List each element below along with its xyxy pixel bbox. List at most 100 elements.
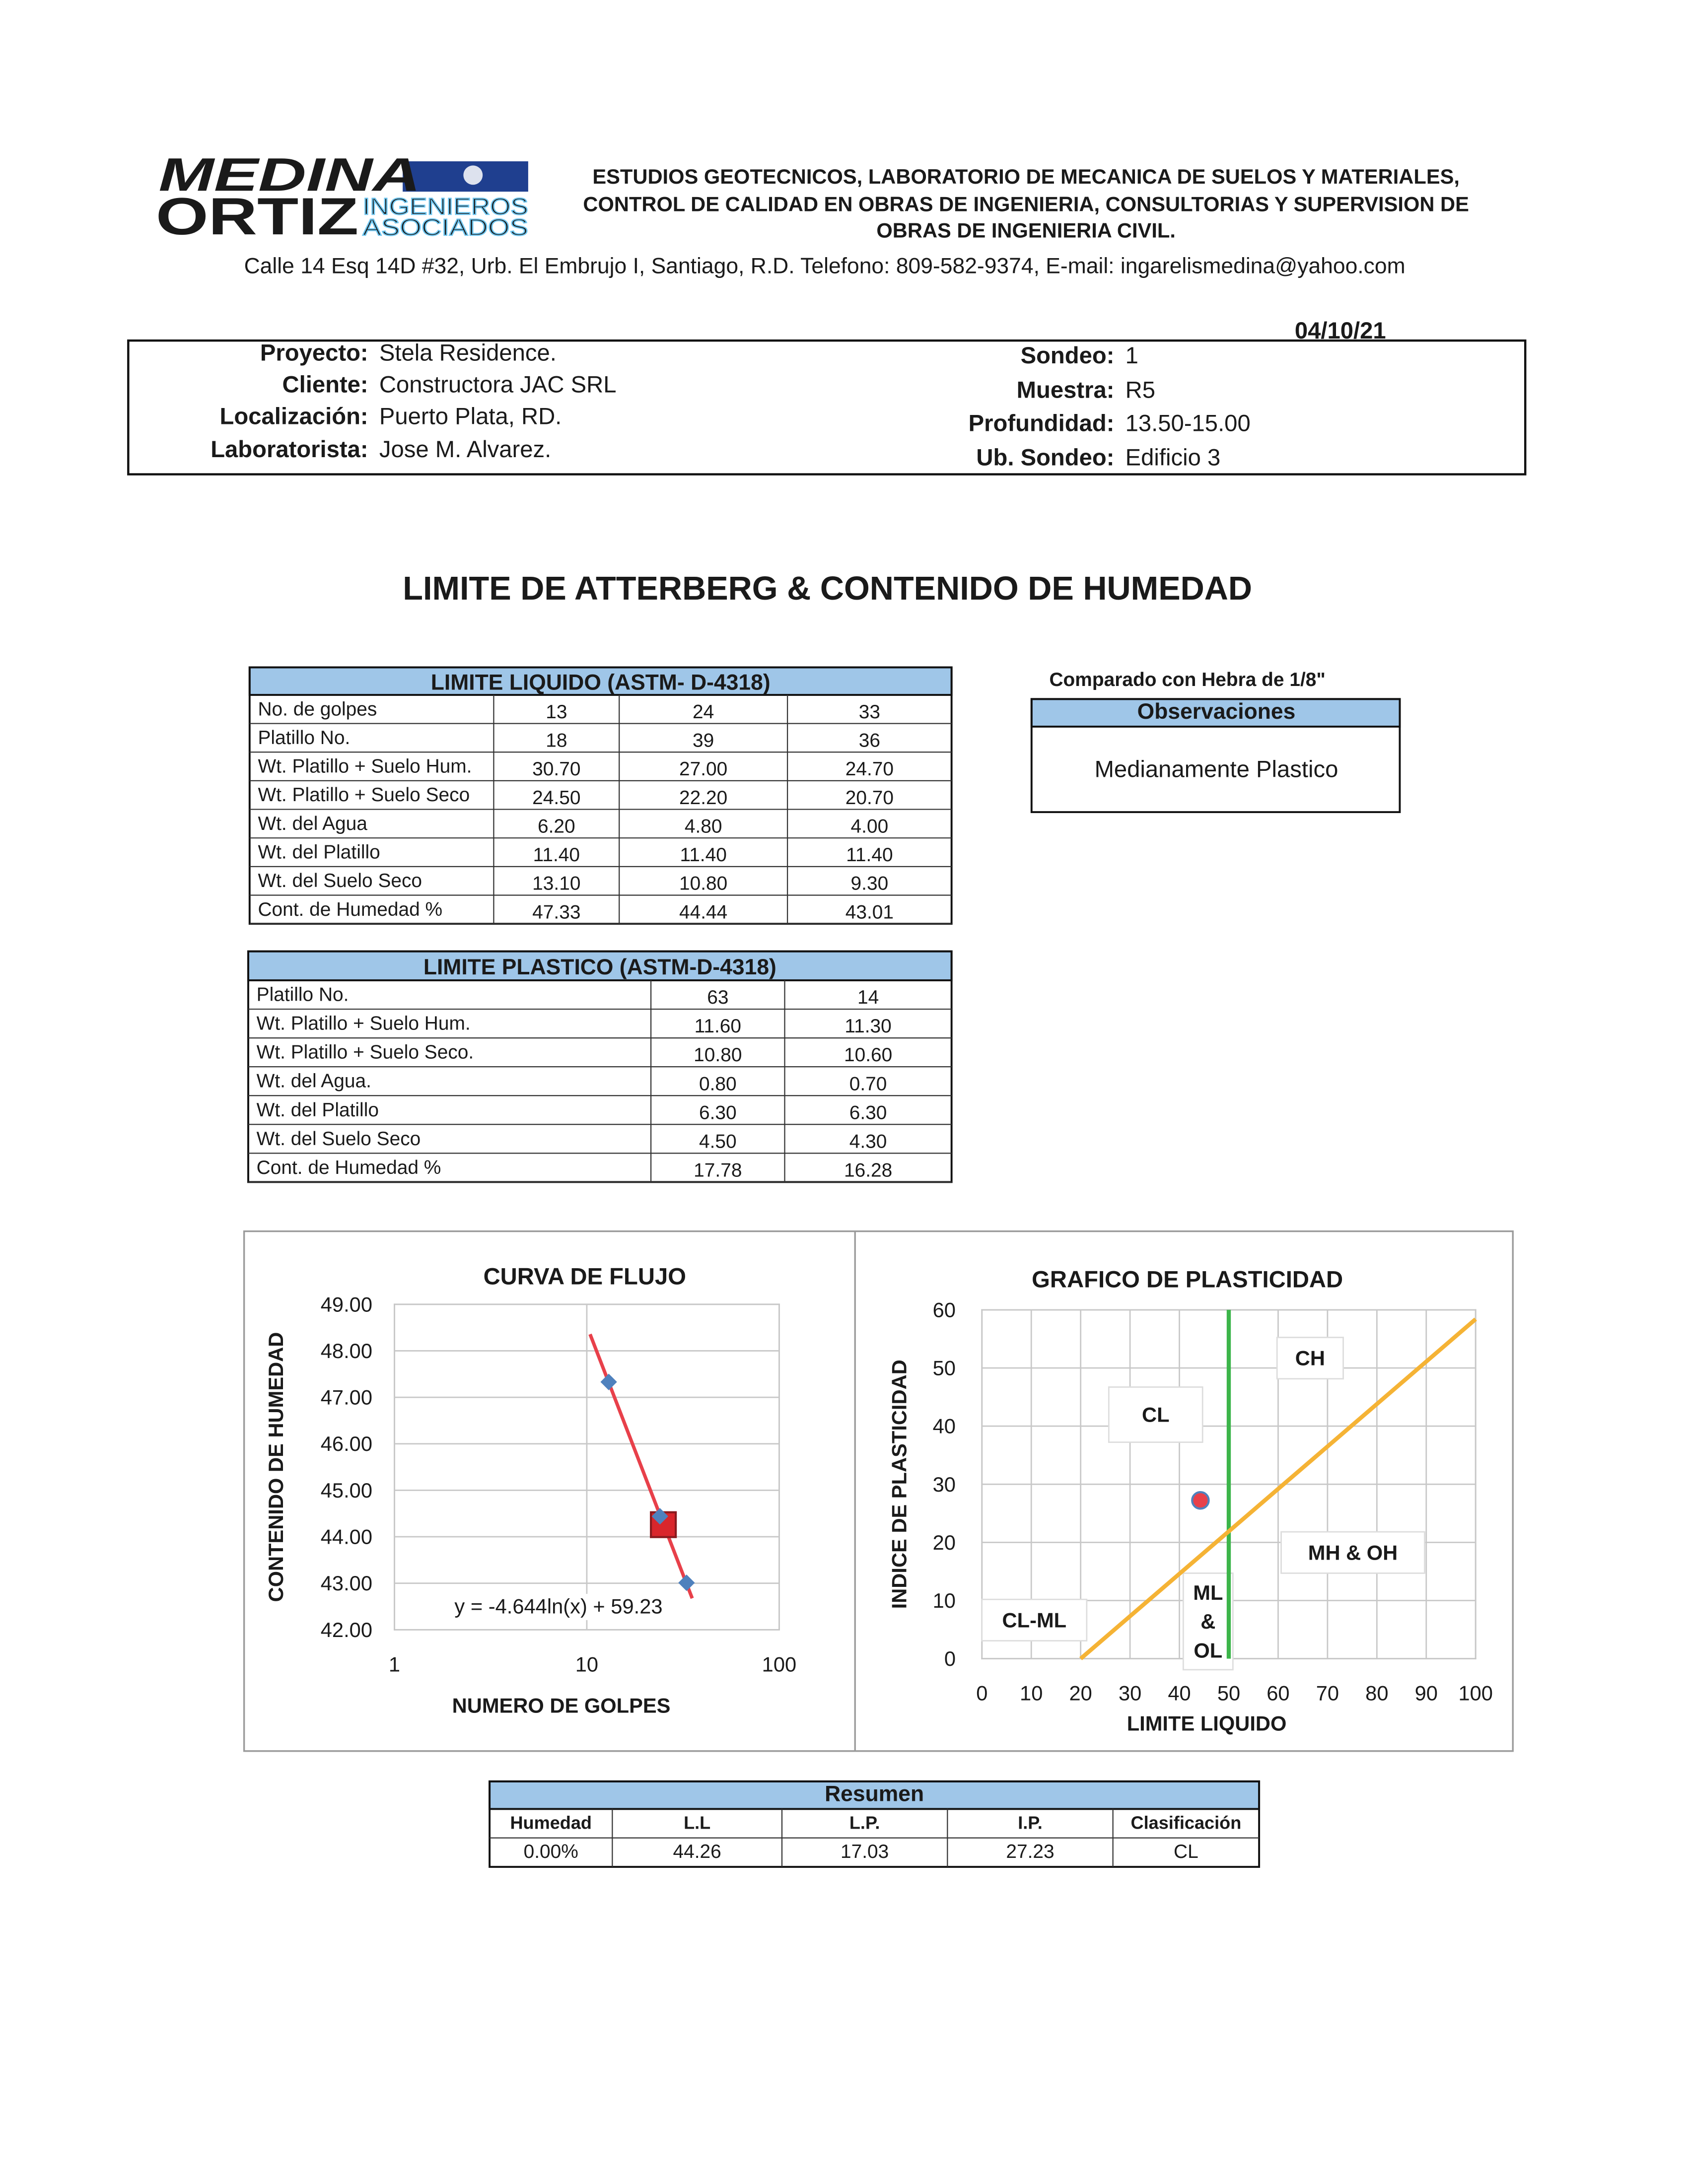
x-tick-label: 1 [389, 1652, 400, 1676]
summary-header-cell: Clasificación [1131, 1813, 1242, 1833]
y-tick-label: 42.00 [321, 1618, 372, 1641]
cell-value: 11.60 [695, 1016, 741, 1037]
y-tick-label: 10 [933, 1589, 956, 1612]
row-label: Wt. del Suelo Seco [257, 1128, 421, 1150]
region-label: CL-ML [1002, 1608, 1067, 1632]
cell-value: 6.20 [538, 816, 575, 837]
obs-note: Comparado con Hebra de 1/8" [1049, 669, 1325, 690]
info-value: 13.50-15.00 [1125, 410, 1251, 436]
info-label: Muestra: [1017, 377, 1115, 404]
logo-line: ASOCIADOS [363, 214, 528, 241]
x-tick-label: 0 [976, 1682, 987, 1705]
summary-header-cell: I.P. [1018, 1813, 1043, 1833]
a-line [1079, 1317, 1477, 1660]
data-point [651, 1508, 668, 1525]
cell-value: 4.00 [851, 816, 889, 837]
y-tick-label: 46.00 [321, 1432, 372, 1455]
region-box [981, 1598, 1088, 1641]
info-label: Profundidad: [969, 410, 1115, 436]
info-value: Constructora JAC SRL [379, 372, 617, 398]
info-value: R5 [1125, 377, 1155, 404]
row-label: Wt. del Platillo [258, 842, 380, 863]
row-label: Platillo No. [258, 727, 350, 749]
row-label: Wt. del Agua. [257, 1071, 371, 1092]
y-tick-label: 50 [933, 1357, 956, 1380]
logo-line: INGENIEROS [363, 194, 528, 220]
row-label: Cont. de Humedad % [257, 1157, 441, 1178]
cell-value: 4.30 [849, 1131, 887, 1152]
cell-value: 22.20 [679, 787, 727, 809]
cell-value: 39 [693, 730, 714, 751]
info-label: Laboratorista: [211, 436, 368, 463]
cell-value: 43.01 [845, 901, 894, 923]
cell-value: 10.60 [844, 1044, 892, 1066]
address: Calle 14 Esq 14D #32, Urb. El Embrujo I,… [244, 254, 1406, 278]
cell-value: 20.70 [845, 787, 894, 809]
row-label: Cont. de Humedad % [258, 899, 442, 920]
cell-value: 17.78 [694, 1160, 742, 1181]
cell-value: 13 [546, 701, 567, 723]
cell-value: 27.00 [679, 758, 727, 780]
cell-value: 6.30 [849, 1102, 887, 1123]
x-tick-label: 90 [1415, 1682, 1438, 1705]
cell-value: 0.80 [699, 1073, 737, 1094]
summary-value: 17.03 [841, 1841, 889, 1862]
x-tick-label: 10 [1020, 1682, 1043, 1705]
cell-value: 10.80 [679, 873, 727, 894]
summary-value: 0.00% [524, 1841, 578, 1862]
row-label: Wt. del Platillo [257, 1099, 379, 1121]
obs-header-text: Observaciones [1137, 699, 1296, 724]
row-label: Wt. Platillo + Suelo Seco [258, 784, 470, 806]
row-label: Wt. Platillo + Suelo Hum. [258, 756, 472, 777]
logo-bottom: ORTIZ [156, 187, 358, 246]
x-tick-label: 60 [1266, 1682, 1289, 1705]
equation: y = -4.644ln(x) + 59.23 [454, 1595, 662, 1618]
cell-value: 10.80 [694, 1044, 742, 1066]
region-label: ML [1193, 1581, 1223, 1604]
region-label: MH & OH [1308, 1541, 1398, 1564]
header-line: OBRAS DE INGENIERIA CIVIL. [876, 218, 1176, 242]
header-line: ESTUDIOS GEOTECNICOS, LABORATORIO DE MEC… [592, 165, 1460, 188]
row-label: Wt. Platillo + Suelo Seco. [257, 1042, 474, 1063]
summary-title: Resumen [825, 1781, 924, 1806]
row-label: Platillo No. [257, 984, 349, 1006]
cell-value: 44.44 [679, 901, 727, 923]
x-tick-label: 10 [575, 1652, 598, 1676]
obs-box [1030, 698, 1401, 814]
y-tick-label: 40 [933, 1415, 956, 1438]
x-tick-label: 40 [1168, 1682, 1191, 1705]
x-tick-label: 30 [1119, 1682, 1141, 1705]
info-value: Stela Residence. [379, 340, 557, 366]
info-label: Cliente: [282, 372, 368, 398]
cell-value: 36 [859, 730, 880, 751]
x-tick-label: 50 [1217, 1682, 1240, 1705]
summary-border [489, 1780, 1261, 1868]
x-axis-label: LIMITE LIQUIDO [1127, 1712, 1287, 1735]
x-tick-label: 100 [762, 1652, 797, 1676]
cell-value: 24 [693, 701, 714, 723]
table-header [247, 950, 953, 981]
summary-value: CL [1174, 1841, 1198, 1862]
y-tick-label: 60 [933, 1298, 956, 1321]
cell-value: 16.28 [844, 1160, 892, 1181]
obs-header [1030, 698, 1401, 728]
equation-bg [447, 1594, 670, 1620]
x-tick-label: 80 [1365, 1682, 1388, 1705]
y-tick-label: 48.00 [321, 1339, 372, 1363]
chart-frame [243, 1230, 1514, 1752]
info-value: Edificio 3 [1125, 445, 1221, 471]
cell-value: 18 [546, 730, 567, 751]
chart-title: GRAFICO DE PLASTICIDAD [1032, 1266, 1343, 1293]
header-line: CONTROL DE CALIDAD EN OBRAS DE INGENIERI… [583, 193, 1469, 216]
x-tick-label: 20 [1069, 1682, 1092, 1705]
info-box [127, 339, 1527, 476]
cell-value: 6.30 [699, 1102, 737, 1123]
summary-header-cell: L.P. [849, 1813, 880, 1833]
region-box [1276, 1337, 1344, 1380]
y-tick-label: 20 [933, 1531, 956, 1554]
summary-value: 44.26 [673, 1841, 721, 1862]
cell-value: 11.40 [846, 844, 893, 866]
region-label: CH [1295, 1347, 1325, 1370]
